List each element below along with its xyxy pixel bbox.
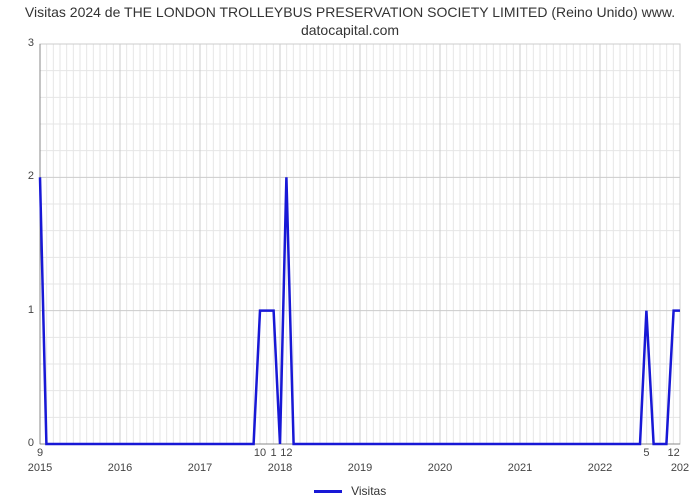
datapoint-label: 12 xyxy=(276,447,296,459)
datapoint-label: 12 xyxy=(664,447,684,459)
x-tick-label: 2018 xyxy=(260,462,300,474)
y-tick-label: 2 xyxy=(14,170,34,182)
legend-swatch xyxy=(314,490,342,493)
datapoint-label: 9 xyxy=(30,447,50,459)
chart-legend: Visitas xyxy=(0,484,700,498)
x-tick-label: 2017 xyxy=(180,462,220,474)
x-tick-label: 202 xyxy=(660,462,700,474)
y-tick-label: 3 xyxy=(14,37,34,49)
datapoint-label: 5 xyxy=(636,447,656,459)
line-chart xyxy=(0,0,700,464)
x-tick-label: 2020 xyxy=(420,462,460,474)
x-tick-label: 2015 xyxy=(20,462,60,474)
x-tick-label: 2021 xyxy=(500,462,540,474)
x-tick-label: 2016 xyxy=(100,462,140,474)
legend-label: Visitas xyxy=(351,484,386,498)
x-tick-label: 2019 xyxy=(340,462,380,474)
y-tick-label: 1 xyxy=(14,304,34,316)
x-tick-label: 2022 xyxy=(580,462,620,474)
